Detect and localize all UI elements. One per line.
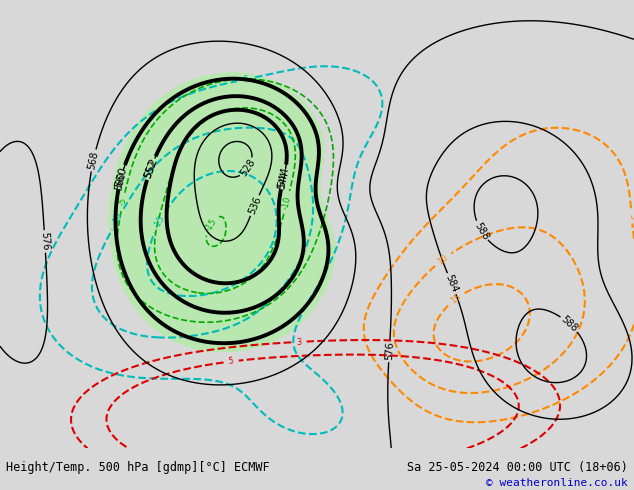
Text: -10: -10 [110,211,125,227]
Text: 576: 576 [39,232,50,251]
Text: 544: 544 [276,166,291,188]
Text: 528: 528 [239,157,257,178]
Text: 588: 588 [472,220,490,242]
Text: 536: 536 [247,195,262,216]
Text: 568: 568 [87,150,100,171]
Text: -5: -5 [118,196,128,207]
Text: 576: 576 [384,342,395,361]
Text: 584: 584 [444,273,460,294]
Text: 15: 15 [449,292,463,306]
Text: 560: 560 [113,172,127,192]
Text: Height/Temp. 500 hPa [gdmp][°C] ECMWF: Height/Temp. 500 hPa [gdmp][°C] ECMWF [6,461,270,474]
Text: 552: 552 [143,159,158,179]
Text: 5: 5 [228,357,235,366]
Text: 560: 560 [113,166,129,188]
Text: 588: 588 [559,314,579,334]
Text: -10: -10 [281,195,293,210]
Text: 5: 5 [627,213,634,219]
Text: Sa 25-05-2024 00:00 UTC (18+06): Sa 25-05-2024 00:00 UTC (18+06) [407,461,628,474]
Text: -15: -15 [204,217,218,233]
Text: © weatheronline.co.uk: © weatheronline.co.uk [486,478,628,488]
Text: 10: 10 [436,253,450,266]
Text: -5: -5 [241,74,251,84]
Text: 552: 552 [143,156,159,179]
Text: 544: 544 [276,170,290,190]
Text: 3: 3 [296,337,302,346]
Text: -15: -15 [153,214,167,230]
